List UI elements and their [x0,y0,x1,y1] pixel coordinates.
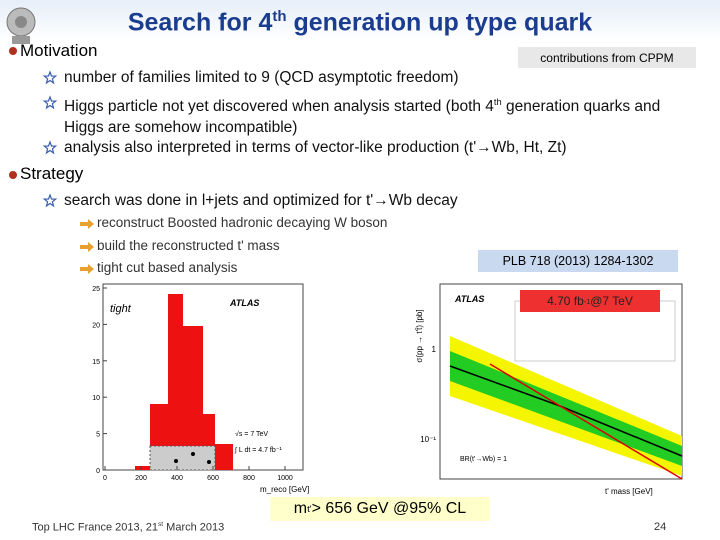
star-bullet [42,95,58,110]
y-tick-label: 25 [92,286,100,293]
left-plot: tight ATLAS √s = 7 TeV ∫ L dt = 4.7 fb⁻¹… [92,283,309,494]
x-tick-label: 200 [135,475,147,482]
logo [6,7,36,44]
region: tight [110,303,132,315]
bullet [9,171,17,179]
energy: √s = 7 TeV [235,430,268,438]
x-tick-label: 400 [171,475,183,482]
x-label: m_reco [GeV] [260,485,309,494]
x-label: t' mass [GeV] [605,487,653,496]
item: number of families limited to 9 (QCD asy… [64,69,459,86]
header-band [0,0,720,40]
arrow-bullet [80,242,94,252]
item: search was done in l+jets and optimized … [64,192,458,209]
star-bullet [42,70,58,85]
x-tick-label: 0 [103,475,107,482]
item: analysis also interpreted in terms of ve… [64,139,567,156]
y-tick-label: 0 [96,468,100,475]
bullet [9,47,17,55]
page-number: 24 [654,521,667,533]
bullet-markers [42,70,94,274]
y-tick-label: 20 [92,322,100,329]
y-tick-label: 10⁻¹ [420,435,436,444]
cppm-note: contributions from CPPM [518,47,696,68]
y-label: σ(pp → t't̄) [pb] [415,309,424,362]
experiment: ATLAS [454,294,484,304]
subitem: tight cut based analysis [97,260,238,275]
item: Higgs particle not yet discovered when a… [64,97,661,137]
y-tick-label: 15 [92,359,100,366]
star-bullet [42,193,58,208]
y-tick-label: 5 [96,432,100,439]
br: BR(t'→Wb) = 1 [460,456,507,463]
title: Search for 4th generation up type quark [127,8,593,37]
subitem: build the reconstructed t' mass [97,238,280,253]
x-tick-label: 1000 [277,475,293,482]
experiment: ATLAS [229,298,259,308]
heading: Strategy [20,164,84,183]
y-tick-label: 1 [432,345,437,354]
arrow-bullet [80,264,94,274]
heading: Motivation [20,41,98,60]
reference: PLB 718 (2013) 1284-1302 [478,250,678,272]
lumi: ∫ L dt = 4.7 fb⁻¹ [234,447,282,454]
right-plot: ATLAS BR(t'→Wb) = 1 t' mass [GeV] σ(pp →… [415,283,683,496]
luminosity: 4.70 fb -1 @7 TeV [520,290,660,312]
x-tick-label: 800 [243,475,255,482]
star-bullet [42,140,58,155]
arrow-bullet [80,219,94,229]
result: m t' > 656 GeV @95% CL [270,497,490,521]
footer-event: Top LHC France 2013, 21st March 2013 [32,521,225,534]
y-tick-label: 10 [92,395,100,402]
x-tick-label: 600 [207,475,219,482]
subitem: reconstruct Boosted hadronic decaying W … [97,215,388,230]
